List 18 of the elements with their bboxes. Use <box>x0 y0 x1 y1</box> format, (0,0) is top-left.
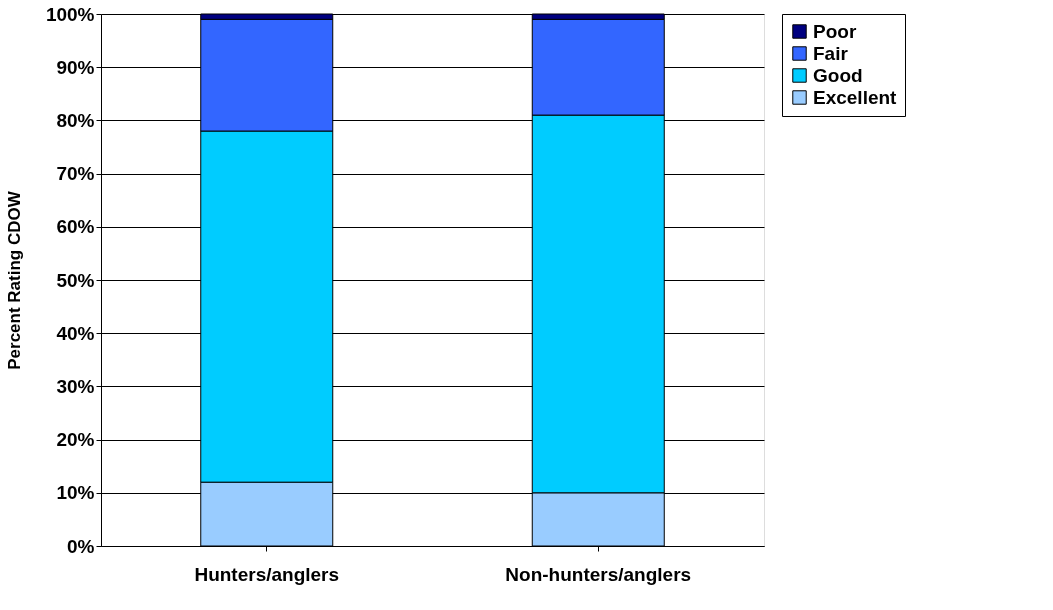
y-tick-label: 90% <box>56 56 95 78</box>
y-tick-label: 20% <box>56 429 95 451</box>
legend-label: Excellent <box>813 86 898 108</box>
legend-label: Poor <box>813 20 857 42</box>
y-tick-label: 60% <box>56 216 95 238</box>
y-tick-label: 0% <box>67 535 95 557</box>
x-tick-label: Non-hunters/anglers <box>505 563 692 585</box>
y-axis-title: Percent Rating CDOW <box>4 190 24 370</box>
y-tick-label: 80% <box>56 109 95 131</box>
y-tick-label: 100% <box>45 3 95 25</box>
legend-label: Fair <box>813 42 849 64</box>
y-tick-label: 50% <box>56 269 95 291</box>
y-tick-label: 10% <box>56 482 95 504</box>
y-tick-label: 30% <box>56 375 95 397</box>
y-tick-label: 70% <box>56 163 95 185</box>
x-tick-label: Hunters/anglers <box>194 563 340 585</box>
y-tick-label: 40% <box>56 322 95 344</box>
legend-label: Good <box>813 64 863 86</box>
